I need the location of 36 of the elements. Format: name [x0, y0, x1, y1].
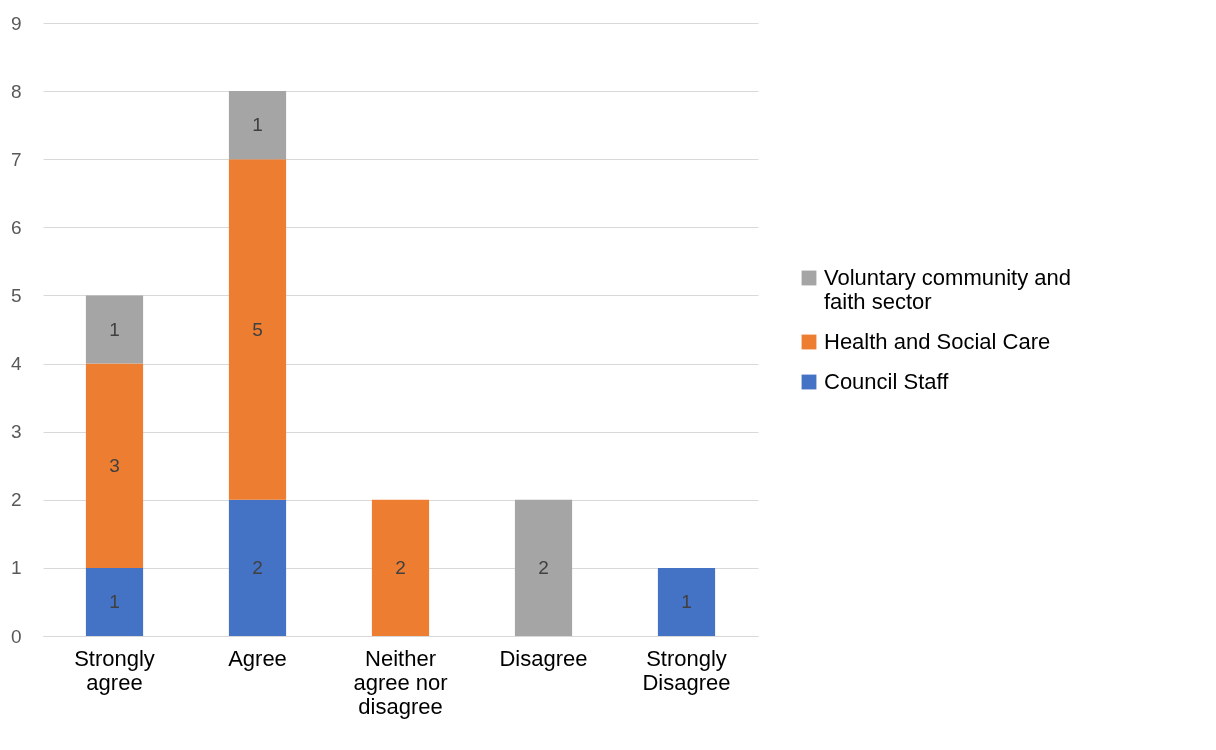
x-tick-label: Strongly Disagree: [642, 645, 731, 695]
bar: [371, 499, 430, 636]
bar: [228, 159, 287, 500]
y-tick-label: 0: [10, 625, 22, 647]
data-label: 5: [252, 318, 263, 340]
y-tick-label: 3: [10, 421, 22, 443]
x-tick-label: Neither agree nor disagree: [353, 645, 448, 719]
x-tick-label: Disagree: [499, 645, 588, 671]
data-label: 1: [252, 114, 263, 136]
y-tick-label: 8: [10, 80, 22, 102]
data-label: 1: [681, 590, 692, 612]
bar: [228, 91, 287, 160]
y-tick-label: 1: [10, 557, 22, 579]
data-label: 3: [109, 454, 120, 476]
bar: [85, 567, 144, 636]
bar: [657, 567, 716, 636]
bar: [228, 499, 287, 636]
data-label: 1: [109, 318, 120, 340]
y-tick-label: 7: [10, 148, 22, 170]
y-tick-label: 4: [10, 353, 22, 375]
data-label: 2: [252, 556, 263, 578]
bar: [514, 499, 573, 636]
data-label: 2: [395, 556, 406, 578]
y-tick-label: 2: [10, 489, 22, 511]
legend-label: Health and Social Care: [824, 329, 1051, 354]
bar: [85, 363, 144, 568]
legend-label: Voluntary community and faith sector: [824, 265, 1072, 314]
data-label: 1: [109, 590, 120, 612]
legend-label: Council Staff: [824, 369, 950, 394]
y-tick-label: 5: [10, 284, 22, 306]
y-tick-label: 9: [10, 12, 22, 34]
y-tick-label: 6: [10, 216, 22, 238]
x-tick-label: Agree: [228, 645, 287, 671]
data-label: 2: [538, 556, 549, 578]
bar: [85, 295, 144, 364]
x-tick-label: Strongly agree: [74, 645, 155, 695]
